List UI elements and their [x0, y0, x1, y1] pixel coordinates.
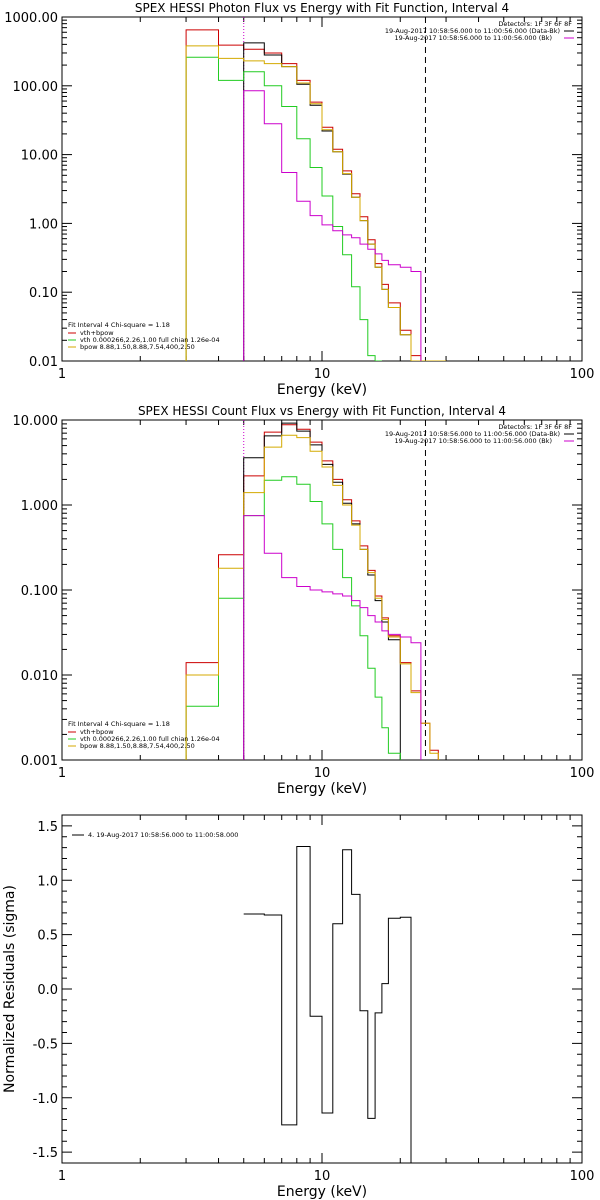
y-tick-label: -1.0 — [33, 1092, 58, 1107]
chart-title: SPEX HESSI Photon Flux vs Energy with Fi… — [135, 1, 509, 15]
y-axis-label: Normalized Residuals (sigma) — [2, 885, 18, 1093]
series-group — [185, 420, 439, 760]
chart-panel-1: SPEX HESSI Photon Flux vs Energy with Fi… — [4, 1, 594, 398]
x-tick-label: 10 — [314, 1169, 331, 1184]
y-tick-label: -0.5 — [33, 1037, 58, 1052]
x-tick-label: 100 — [570, 367, 595, 382]
series-vth-line — [185, 56, 382, 361]
fit-legend-entry: vth 0.000266,2.26,1.00 full chian 1.26e-… — [80, 735, 220, 743]
series-residual-line — [243, 846, 430, 1163]
x-tick-label: 100 — [570, 1169, 595, 1184]
fit-legend-entry: bpow 8.88,1.50,8.88,7.54,400,2.50 — [80, 742, 195, 750]
legend-entry: 4. 19-Aug-2017 10:58:56.000 to 11:00:58.… — [88, 831, 238, 839]
chart-title: SPEX HESSI Count Flux vs Energy with Fit… — [138, 404, 506, 418]
x-axis-label: Energy (keV) — [277, 1184, 367, 1200]
legend-entry: 19-Aug-2017 10:58:56.000 to 11:00:56.000… — [395, 34, 552, 42]
chart-panel-3: 1 10 100 Energy (keV) -1.5 -1.0 -0.5 0.0 0.5 1.0 1… — [2, 814, 595, 1200]
fit-legend-entry: vth 0.000266,2.26,1.00 full chian 1.26e-… — [80, 336, 220, 344]
fit-legend-entry: vth+bpow — [80, 329, 114, 337]
fit-legend-entry: vth+bpow — [80, 728, 114, 736]
legend-detectors: Detectors: 1F 3F 6F 8F — [498, 20, 572, 28]
fit-legend-header: Fit Interval 4 Chi-square = 1.18 — [68, 321, 170, 329]
y-tick-label: 0.010 — [21, 669, 58, 684]
legend-entry: 19-Aug-2017 10:58:56.000 to 11:00:56.000… — [385, 430, 560, 438]
y-tick-label: 0.5 — [37, 929, 58, 944]
fit-legend-entry: bpow 8.88,1.50,8.88,7.54,400,2.50 — [80, 343, 195, 351]
y-tick-label: 0.100 — [21, 584, 58, 599]
x-tick-label: 1 — [58, 1169, 66, 1184]
series-bk-line — [243, 515, 422, 760]
y-tick-label: 0.0 — [37, 983, 58, 998]
y-tick-label: -1.5 — [33, 1146, 58, 1161]
series-model-line — [185, 29, 447, 361]
series-bk-line — [243, 90, 422, 361]
x-axis-label: Energy (keV) — [277, 382, 367, 398]
legend-detectors: Detectors: 1F 3F 6F 8F — [498, 423, 572, 431]
y-tick-label: 1.0 — [37, 874, 58, 889]
y-tick-label: 1.5 — [37, 820, 58, 835]
series-group — [185, 17, 447, 361]
chart-panel-2: SPEX HESSI Count Flux vs Energy with Fit… — [13, 404, 595, 797]
y-tick-label: 100.00 — [13, 80, 59, 95]
y-tick-label: 0.001 — [21, 754, 58, 769]
y-tick-label: 1000.00 — [4, 11, 58, 26]
legend-entry: 19-Aug-2017 10:58:56.000 to 11:00:56.000… — [395, 437, 552, 445]
x-tick-label: 100 — [570, 766, 595, 781]
series-bpow-line — [185, 434, 439, 760]
y-tick-label: 10.00 — [21, 149, 58, 164]
series-bpow-line — [185, 45, 447, 361]
legend-entry: 19-Aug-2017 10:58:56.000 to 11:00:56.000… — [385, 27, 560, 35]
x-axis-label: Energy (keV) — [277, 781, 367, 797]
x-tick-label: 1 — [58, 766, 66, 781]
y-tick-label: 0.01 — [29, 355, 58, 370]
x-tick-label: 10 — [314, 766, 331, 781]
y-tick-label: 1.00 — [29, 217, 58, 232]
series-group — [243, 846, 430, 1163]
y-tick-label: 1.000 — [21, 499, 58, 514]
fit-legend-header: Fit Interval 4 Chi-square = 1.18 — [68, 720, 170, 728]
x-tick-label: 10 — [314, 367, 331, 382]
y-tick-label: 0.10 — [29, 286, 58, 301]
y-tick-label: 10.000 — [13, 414, 59, 429]
x-tick-label: 1 — [58, 367, 66, 382]
